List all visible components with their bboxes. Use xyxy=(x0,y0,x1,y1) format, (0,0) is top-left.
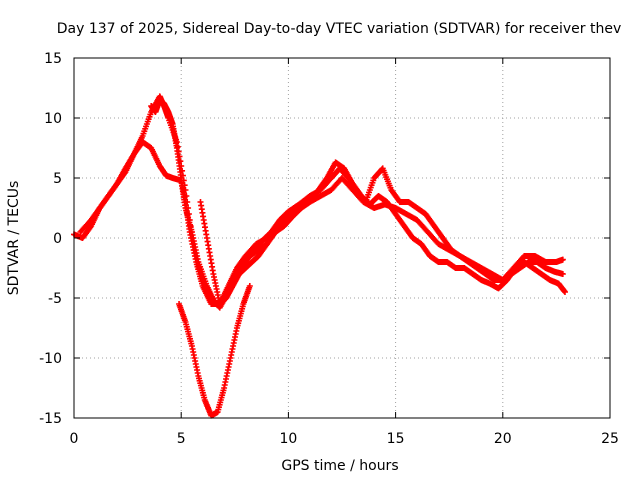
series-track-2 xyxy=(77,93,566,311)
x-axis-label: GPS time / hours xyxy=(281,458,398,474)
ticks: 0 5 10 15 20 25 -15 -10 -5 0 5 10 15 xyxy=(39,51,619,447)
y-tick-label: -15 xyxy=(39,411,62,427)
x-tick-label: 25 xyxy=(601,431,619,447)
x-tick-label: 15 xyxy=(387,431,405,447)
data-point xyxy=(263,241,270,247)
y-tick-label: 0 xyxy=(53,231,62,247)
y-axis-label: SDTVAR / TECUs xyxy=(6,181,22,296)
series-track-4 xyxy=(176,283,253,419)
x-tick-label: 20 xyxy=(494,431,512,447)
data-point xyxy=(559,271,566,277)
y-tick-label: 5 xyxy=(53,171,62,187)
x-tick-label: 10 xyxy=(279,431,297,447)
x-tick-label: 0 xyxy=(70,431,79,447)
y-tick-label: 10 xyxy=(44,111,62,127)
series-track-5 xyxy=(197,199,270,307)
data-point xyxy=(561,289,568,295)
y-tick-label: -10 xyxy=(39,351,62,367)
x-tick-label: 5 xyxy=(177,431,186,447)
data-point xyxy=(246,283,253,289)
chart-title: Day 137 of 2025, Sidereal Day-to-day VTE… xyxy=(57,21,621,37)
y-tick-label: -5 xyxy=(48,291,62,307)
series-track-3 xyxy=(148,97,566,307)
y-tick-label: 15 xyxy=(44,51,62,67)
data-layer xyxy=(71,93,568,419)
data-point xyxy=(559,256,566,263)
